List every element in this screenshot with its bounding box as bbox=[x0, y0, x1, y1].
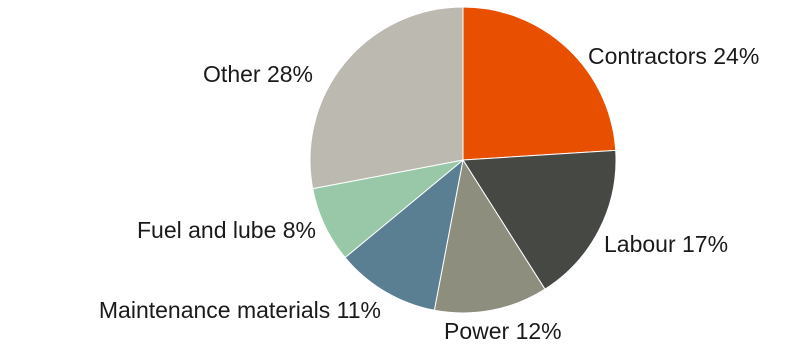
label-maintenance-materials: Maintenance materials 11% bbox=[99, 297, 381, 323]
label-fuel-and-lube: Fuel and lube 8% bbox=[137, 217, 316, 243]
pie-slice-labour bbox=[462, 149, 617, 290]
pie-slice-maintenance-materials bbox=[344, 158, 464, 311]
label-labour: Labour 17% bbox=[604, 231, 728, 257]
pie-slices bbox=[309, 6, 617, 314]
pie-slice-other bbox=[309, 6, 464, 190]
label-other: Other 28% bbox=[203, 61, 313, 87]
label-contractors: Contractors 24% bbox=[588, 43, 759, 69]
label-power: Power 12% bbox=[444, 318, 562, 344]
pie-slice-power bbox=[433, 158, 546, 314]
pie-slice-contractors bbox=[462, 6, 617, 161]
